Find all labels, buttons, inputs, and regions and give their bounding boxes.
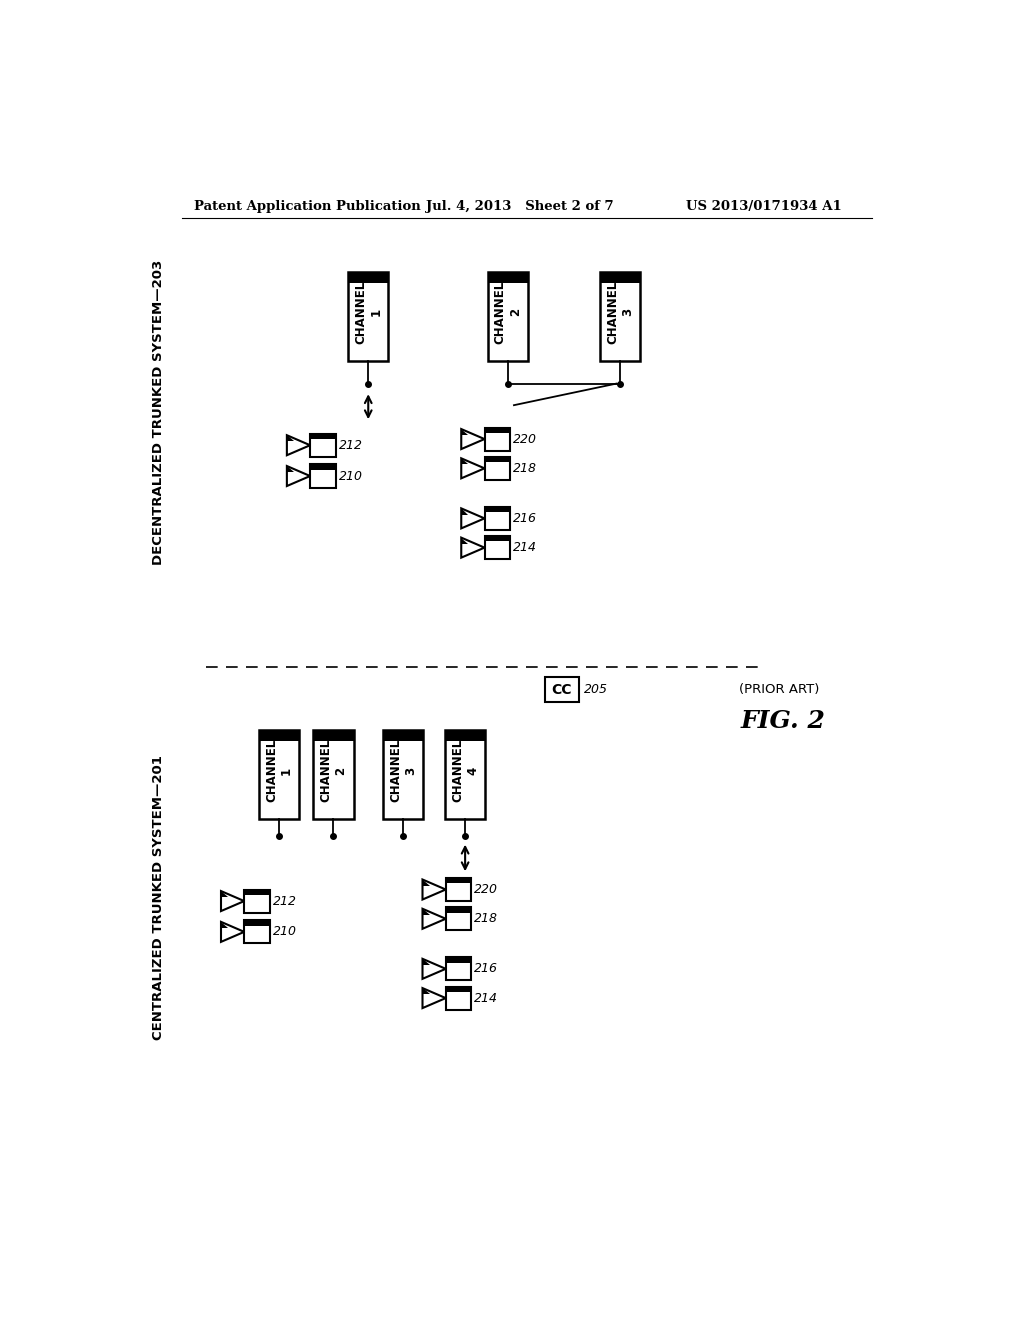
Text: CHANNEL
2: CHANNEL 2 <box>494 281 522 345</box>
Text: 220: 220 <box>474 883 499 896</box>
Bar <box>348 272 388 360</box>
Bar <box>600 272 640 360</box>
Polygon shape <box>423 879 445 899</box>
Polygon shape <box>461 508 468 515</box>
Polygon shape <box>221 891 245 911</box>
Text: CENTRALIZED TRUNKED SYSTEM—201: CENTRALIZED TRUNKED SYSTEM—201 <box>153 755 166 1040</box>
Polygon shape <box>461 458 484 478</box>
Bar <box>310 465 336 470</box>
Text: 218: 218 <box>513 462 538 475</box>
Text: CHANNEL
2: CHANNEL 2 <box>319 739 347 803</box>
Text: CHANNEL
3: CHANNEL 3 <box>389 739 417 803</box>
Polygon shape <box>423 908 445 929</box>
Bar <box>259 730 299 818</box>
Bar <box>484 536 510 541</box>
Bar <box>484 457 510 480</box>
Polygon shape <box>287 466 310 486</box>
Bar <box>259 730 299 741</box>
Text: CHANNEL
1: CHANNEL 1 <box>265 739 293 803</box>
Bar <box>313 730 353 818</box>
Bar <box>445 878 471 883</box>
Bar <box>245 920 270 944</box>
Polygon shape <box>423 989 445 1008</box>
Bar <box>245 920 270 925</box>
Text: 210: 210 <box>339 470 362 483</box>
Polygon shape <box>423 958 430 965</box>
Text: CC: CC <box>552 682 572 697</box>
Text: CHANNEL
1: CHANNEL 1 <box>354 281 382 345</box>
Text: 216: 216 <box>474 962 499 975</box>
Bar <box>445 986 471 991</box>
Bar <box>445 878 471 902</box>
Polygon shape <box>221 921 228 928</box>
Polygon shape <box>287 436 310 455</box>
Bar <box>383 730 423 818</box>
Bar <box>600 272 640 282</box>
Text: 205: 205 <box>584 684 608 696</box>
Text: FIG. 2: FIG. 2 <box>740 709 825 733</box>
Text: CHANNEL
3: CHANNEL 3 <box>606 281 634 345</box>
Bar <box>245 890 270 895</box>
Polygon shape <box>461 537 468 544</box>
Bar <box>348 272 388 282</box>
Bar <box>310 434 336 440</box>
Bar <box>383 730 423 741</box>
Bar <box>445 986 471 1010</box>
Text: 214: 214 <box>474 991 499 1005</box>
Polygon shape <box>423 958 445 979</box>
Polygon shape <box>461 508 484 528</box>
Polygon shape <box>423 989 430 994</box>
Bar <box>310 465 336 487</box>
Text: 218: 218 <box>474 912 499 925</box>
Bar <box>484 507 510 529</box>
Polygon shape <box>461 429 484 449</box>
Bar <box>445 907 471 912</box>
Bar <box>313 730 353 741</box>
Text: CHANNEL
4: CHANNEL 4 <box>452 739 479 803</box>
Bar <box>545 677 580 702</box>
Bar <box>245 890 270 912</box>
Text: 214: 214 <box>513 541 538 554</box>
Polygon shape <box>221 921 245 942</box>
Text: 212: 212 <box>339 438 362 451</box>
Bar <box>445 957 471 962</box>
Bar <box>487 272 528 360</box>
Text: Patent Application Publication: Patent Application Publication <box>194 199 421 213</box>
Text: Jul. 4, 2013   Sheet 2 of 7: Jul. 4, 2013 Sheet 2 of 7 <box>426 199 614 213</box>
Polygon shape <box>461 429 468 436</box>
Bar <box>487 272 528 282</box>
Text: 210: 210 <box>273 925 297 939</box>
Bar <box>445 957 471 981</box>
Bar <box>310 434 336 457</box>
Polygon shape <box>221 891 228 898</box>
Text: DECENTRALIZED TRUNKED SYSTEM—203: DECENTRALIZED TRUNKED SYSTEM—203 <box>153 260 166 565</box>
Text: (PRIOR ART): (PRIOR ART) <box>738 684 819 696</box>
Bar <box>445 907 471 931</box>
Text: US 2013/0171934 A1: US 2013/0171934 A1 <box>686 199 842 213</box>
Polygon shape <box>287 436 294 441</box>
Polygon shape <box>423 908 430 915</box>
Bar <box>445 730 485 818</box>
Bar <box>484 536 510 560</box>
Text: 216: 216 <box>513 512 538 525</box>
Bar <box>484 507 510 512</box>
Polygon shape <box>287 466 294 473</box>
Text: 212: 212 <box>273 895 297 908</box>
Text: 220: 220 <box>513 433 538 446</box>
Polygon shape <box>423 879 430 886</box>
Bar <box>484 428 510 450</box>
Bar <box>484 457 510 462</box>
Polygon shape <box>461 458 468 465</box>
Bar <box>445 730 485 741</box>
Bar <box>484 428 510 433</box>
Polygon shape <box>461 537 484 557</box>
